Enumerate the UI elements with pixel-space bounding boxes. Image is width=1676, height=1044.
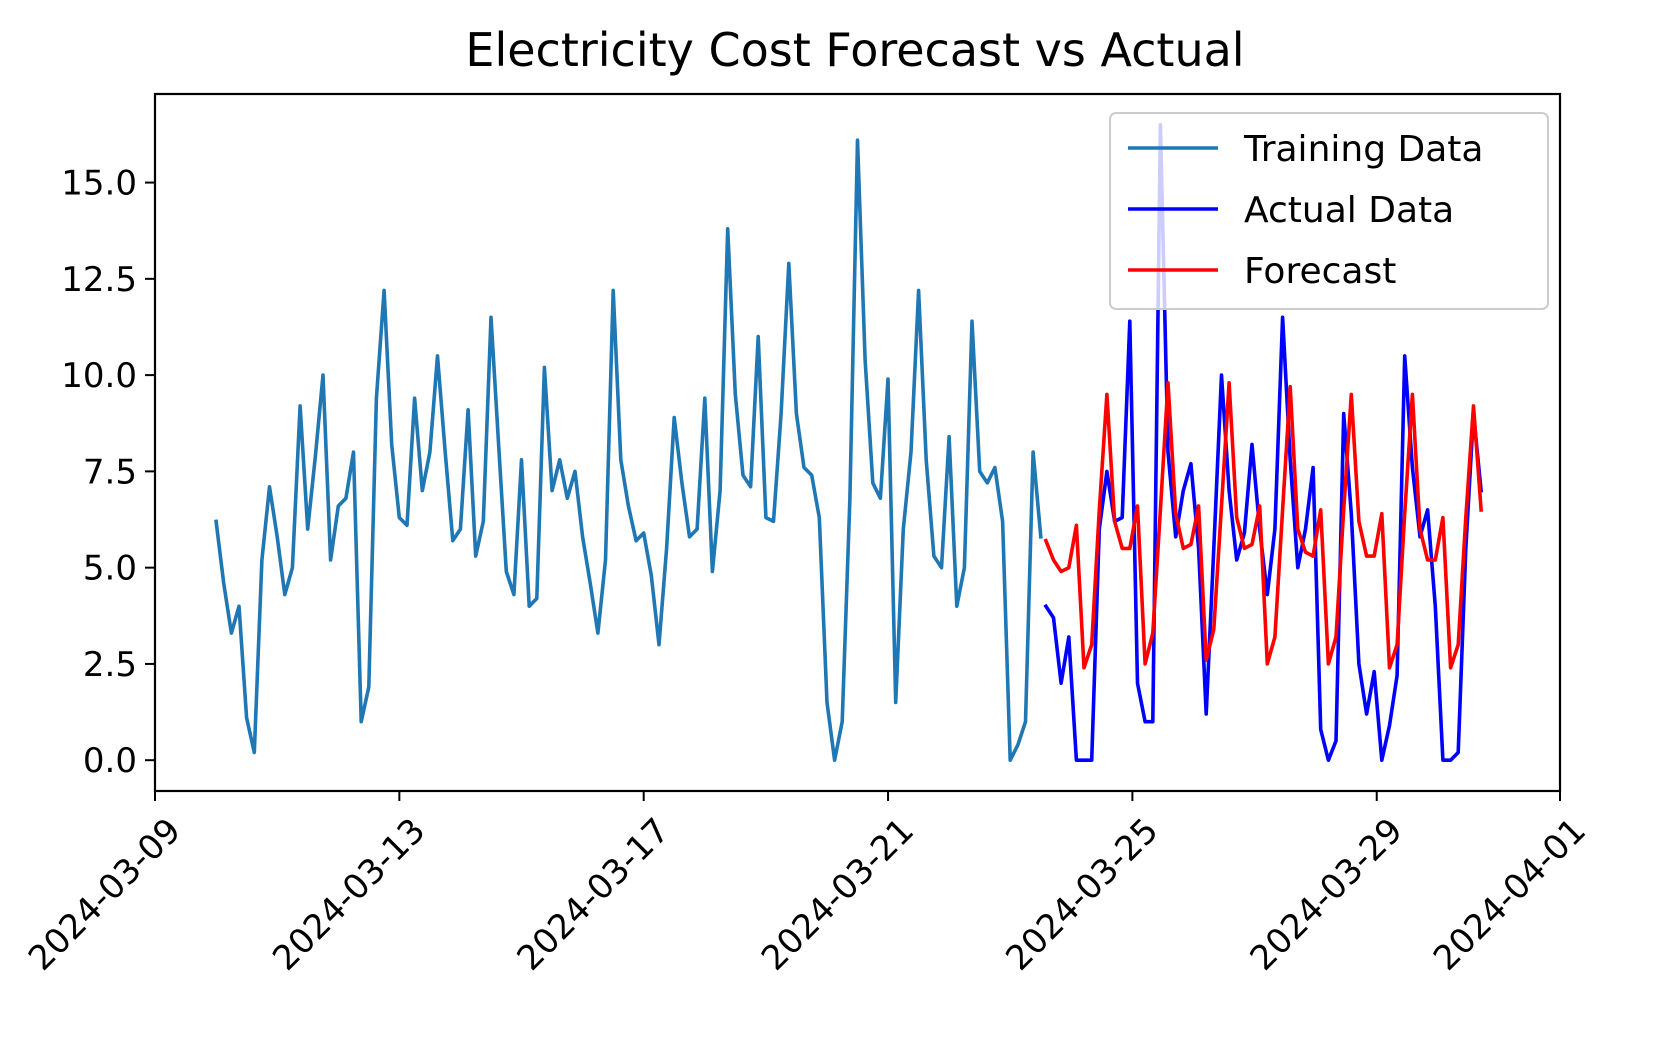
y-tick-label: 0.0 xyxy=(83,741,137,781)
y-axis: 0.0 2.5 5.0 7.5 10.0 12.5 15.0 xyxy=(61,164,155,781)
legend-label-actual-data: Actual Data xyxy=(1244,190,1454,231)
legend-box xyxy=(1109,112,1549,310)
legend-label-forecast: Forecast xyxy=(1244,251,1396,292)
y-tick-label: 10.0 xyxy=(61,356,137,396)
y-tick-label: 2.5 xyxy=(83,645,137,685)
y-tick-label: 5.0 xyxy=(83,549,137,589)
y-tick-label: 15.0 xyxy=(61,164,137,204)
series-line-forecast xyxy=(1043,381,1484,670)
legend-label-training-data: Training Data xyxy=(1243,129,1483,170)
y-tick-label: 7.5 xyxy=(83,452,137,492)
plot-area-frame xyxy=(153,92,1562,793)
chart-title: Electricity Cost Forecast vs Actual xyxy=(465,23,1244,77)
series-layer xyxy=(214,123,1484,762)
legend: Training Data Actual Data Forecast xyxy=(1109,112,1549,310)
y-tick-label: 12.5 xyxy=(61,260,137,300)
series-line-training-data xyxy=(214,138,1043,762)
